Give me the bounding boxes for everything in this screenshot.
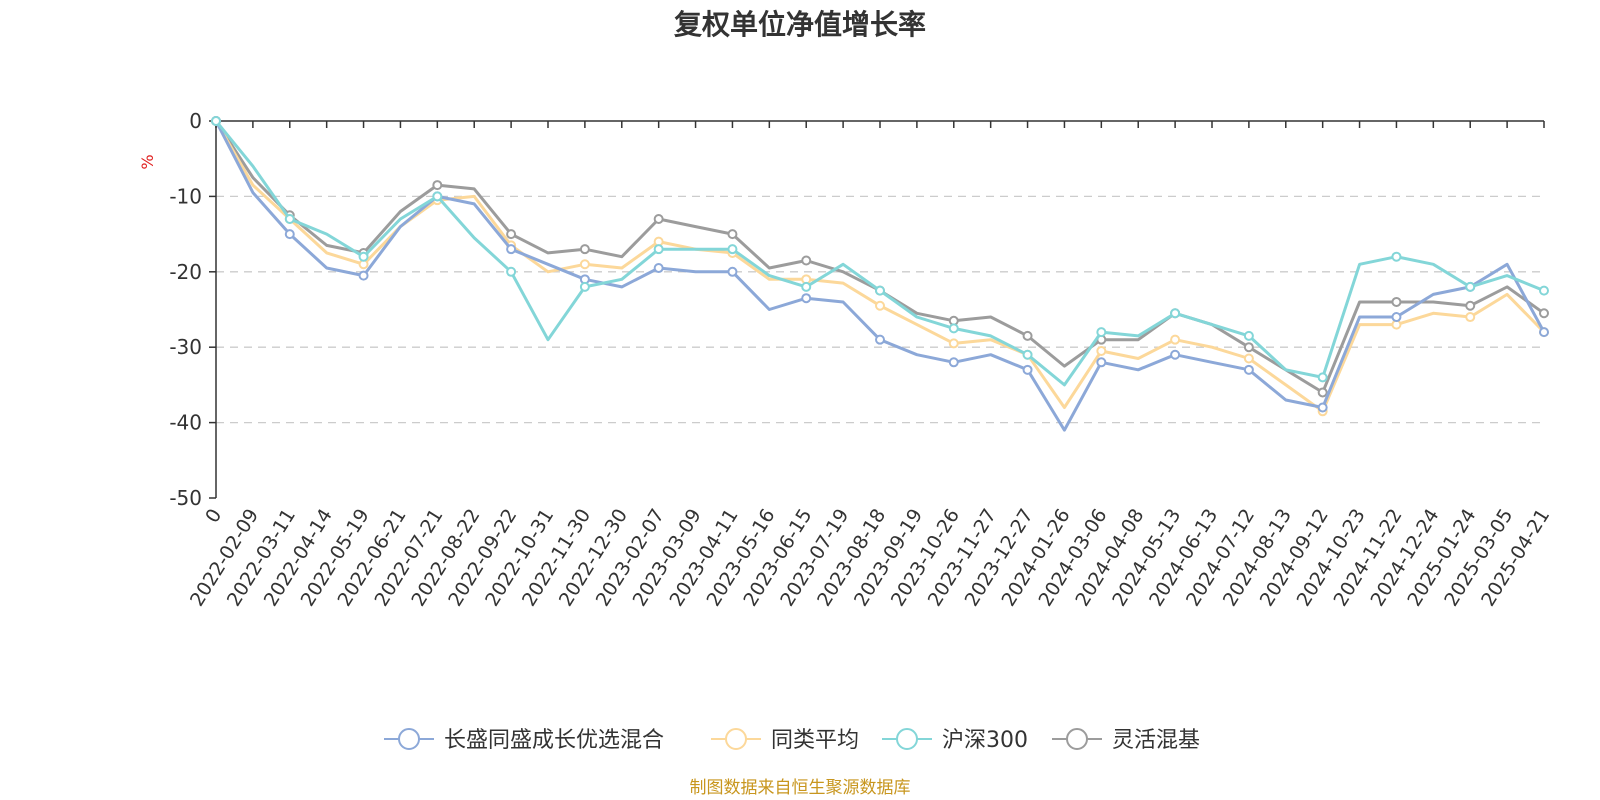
- data-source-note: 制图数据来自恒生聚源数据库: [690, 778, 911, 798]
- series-point: [211, 116, 221, 126]
- series-point: [948, 338, 959, 349]
- legend-marker: [398, 728, 420, 750]
- series-point: [1022, 349, 1033, 360]
- series-point: [801, 293, 812, 304]
- series-point: [506, 266, 517, 277]
- series-point: [1539, 285, 1549, 296]
- legend-marker: [1066, 728, 1088, 750]
- series-point: [1539, 308, 1549, 319]
- series-line: [214, 119, 1546, 387]
- series-point: [653, 214, 664, 225]
- series-point: [727, 244, 738, 255]
- series-lines: [211, 116, 1549, 432]
- series-point: [1539, 327, 1549, 338]
- series-point: [1465, 312, 1476, 323]
- legend-marker: [725, 728, 747, 750]
- legend-label: 长盛同盛成长优选混合: [444, 728, 664, 753]
- series-line: [214, 119, 1546, 413]
- axes: 0-10-20-30-40-5002022-02-092022-03-11202…: [169, 109, 1554, 610]
- series-1: [211, 116, 1549, 417]
- legend-marker: [896, 728, 918, 750]
- series-point: [358, 251, 369, 262]
- series-point: [1022, 364, 1033, 375]
- legend-item[interactable]: 灵活混基: [1052, 728, 1200, 753]
- series-point: [801, 281, 812, 292]
- series-point: [579, 259, 590, 270]
- legend[interactable]: 长盛同盛成长优选混合 同类平均 沪深300 灵活混基: [384, 728, 1200, 753]
- series-point: [948, 323, 959, 334]
- y-tick-label: -20: [169, 260, 202, 284]
- series-point: [948, 357, 959, 368]
- legend-item[interactable]: 长盛同盛成长优选混合: [384, 728, 664, 753]
- series-point: [432, 191, 443, 202]
- legend-label: 灵活混基: [1112, 728, 1200, 753]
- series-point: [358, 270, 369, 281]
- legend-label: 沪深300: [942, 728, 1028, 753]
- series-point: [506, 244, 517, 255]
- series-point: [875, 300, 885, 311]
- series-point: [579, 281, 590, 292]
- series-line: [214, 119, 1546, 432]
- series-0: [211, 116, 1549, 432]
- x-tick-label: 0: [201, 505, 226, 527]
- series-2: [211, 116, 1549, 387]
- gridlines: [216, 195, 1544, 424]
- y-tick-label: -40: [169, 411, 202, 435]
- series-point: [1391, 312, 1402, 323]
- chart-title: 复权单位净值增长率: [674, 8, 926, 41]
- series-point: [1170, 349, 1181, 360]
- series-point: [506, 229, 517, 240]
- series-point: [653, 244, 664, 255]
- series-point: [1391, 251, 1402, 262]
- series-point: [801, 255, 812, 266]
- series-point: [1170, 334, 1181, 345]
- series-point: [875, 285, 885, 296]
- series-point: [1317, 387, 1328, 398]
- y-tick-label: -30: [169, 335, 202, 359]
- series-point: [1465, 300, 1476, 311]
- legend-label: 同类平均: [771, 728, 859, 753]
- series-point: [1170, 308, 1181, 319]
- series-point: [1243, 353, 1254, 364]
- series-point: [727, 266, 738, 277]
- series-point: [1022, 330, 1033, 341]
- series-point: [875, 334, 885, 345]
- series-point: [1317, 402, 1328, 413]
- series-point: [1096, 345, 1107, 356]
- y-tick-label: -50: [169, 486, 202, 510]
- series-point: [1391, 296, 1402, 307]
- series-point: [1465, 281, 1476, 292]
- series-point: [1243, 342, 1254, 353]
- series-point: [1096, 327, 1107, 338]
- series-point: [653, 263, 664, 274]
- legend-item[interactable]: 同类平均: [711, 728, 859, 753]
- series-point: [1317, 372, 1328, 383]
- series-point: [432, 180, 443, 191]
- series-point: [1243, 364, 1254, 375]
- series-point: [284, 229, 295, 240]
- y-axis-unit: %: [138, 154, 157, 169]
- series-point: [727, 229, 738, 240]
- y-tick-label: -10: [169, 184, 202, 208]
- series-point: [1243, 330, 1254, 341]
- series-point: [284, 214, 295, 225]
- y-tick-label: 0: [189, 109, 202, 133]
- series-point: [1096, 357, 1107, 368]
- legend-item[interactable]: 沪深300: [882, 728, 1028, 753]
- series-point: [579, 244, 590, 255]
